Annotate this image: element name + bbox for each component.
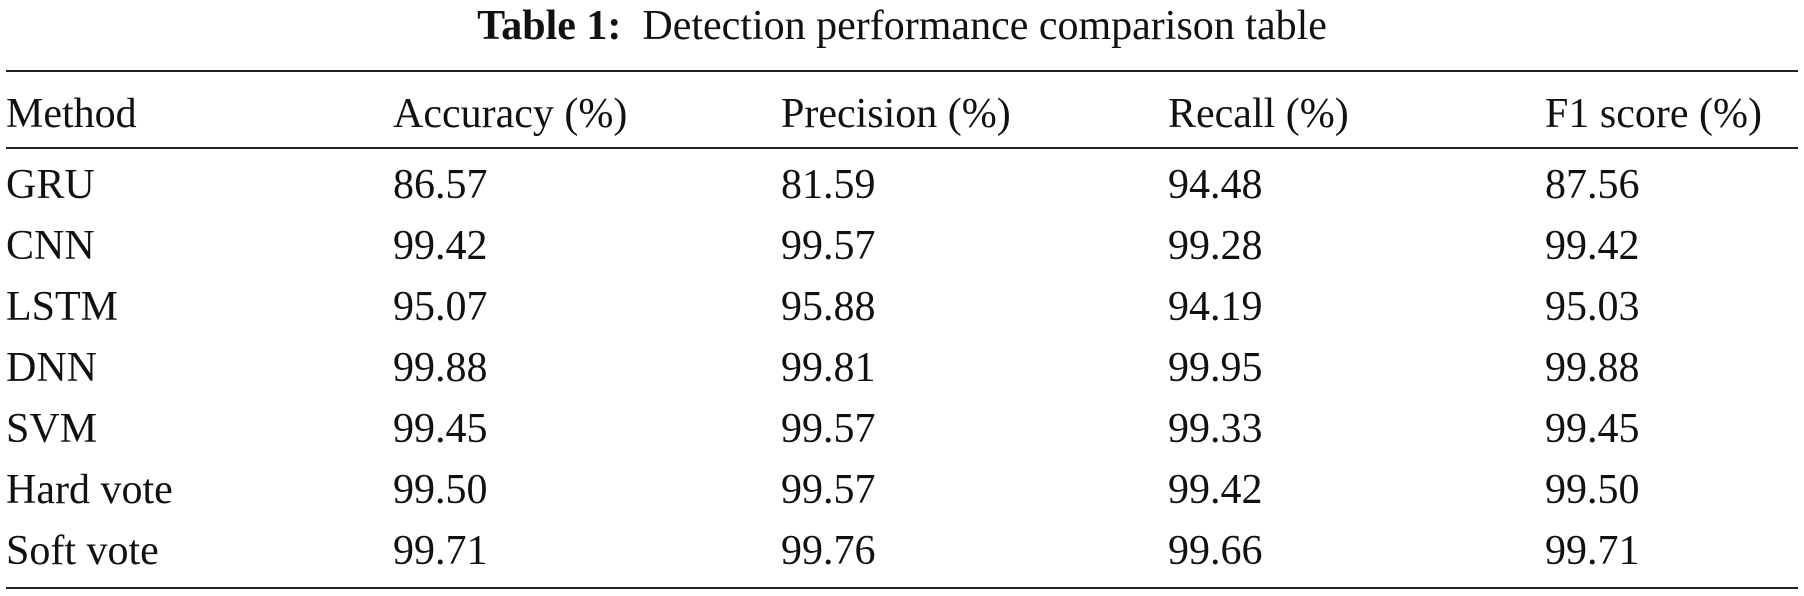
table-bottom-rule <box>6 587 1798 589</box>
table-row: Hard vote 99.50 99.57 99.42 99.50 <box>6 459 1798 520</box>
table-row: LSTM 95.07 95.88 94.19 95.03 <box>6 276 1798 337</box>
table-row: Soft vote 99.71 99.76 99.66 99.71 <box>6 520 1798 581</box>
method-cell: GRU <box>6 161 95 208</box>
table-row: GRU 86.57 81.59 94.48 87.56 <box>6 154 1798 215</box>
table-header: Method Accuracy (%) Precision (%) Recall… <box>6 80 1798 148</box>
precision-cell: 99.81 <box>781 344 876 391</box>
method-cell: SVM <box>6 405 98 452</box>
recall-cell: 99.66 <box>1168 527 1263 574</box>
caption-text: Detection performance comparison table <box>642 3 1327 49</box>
method-cell: LSTM <box>6 283 119 330</box>
f1-score-cell: 99.45 <box>1545 405 1640 452</box>
accuracy-cell: 99.71 <box>393 527 488 574</box>
precision-cell: 99.76 <box>781 527 876 574</box>
precision-cell: 81.59 <box>781 161 876 208</box>
accuracy-cell: 99.45 <box>393 405 488 452</box>
table-caption: Table 1: Detection performance compariso… <box>0 0 1804 52</box>
header-method: Method <box>6 91 137 137</box>
recall-cell: 94.48 <box>1168 161 1263 208</box>
method-cell: DNN <box>6 344 97 391</box>
accuracy-cell: 99.50 <box>393 466 488 513</box>
accuracy-cell: 99.88 <box>393 344 488 391</box>
f1-score-cell: 95.03 <box>1545 283 1640 330</box>
table-body: GRU 86.57 81.59 94.48 87.56 CNN 99.42 99… <box>6 148 1798 581</box>
header-accuracy: Accuracy (%) <box>393 91 628 137</box>
f1-score-cell: 99.88 <box>1545 344 1640 391</box>
recall-cell: 99.28 <box>1168 222 1263 269</box>
accuracy-cell: 86.57 <box>393 161 488 208</box>
results-table: Method Accuracy (%) Precision (%) Recall… <box>6 80 1798 581</box>
f1-score-cell: 99.50 <box>1545 466 1640 513</box>
precision-cell: 99.57 <box>781 466 876 513</box>
recall-cell: 99.95 <box>1168 344 1263 391</box>
table-top-rule <box>6 70 1798 72</box>
header-f1-score: F1 score (%) <box>1545 91 1762 137</box>
header-recall: Recall (%) <box>1168 91 1349 137</box>
recall-cell: 94.19 <box>1168 283 1263 330</box>
header-precision: Precision (%) <box>781 91 1011 137</box>
f1-score-cell: 87.56 <box>1545 161 1640 208</box>
table-row: SVM 99.45 99.57 99.33 99.45 <box>6 398 1798 459</box>
header-row: Method Accuracy (%) Precision (%) Recall… <box>6 80 1798 148</box>
method-cell: Hard vote <box>6 466 173 513</box>
table-row: CNN 99.42 99.57 99.28 99.42 <box>6 215 1798 276</box>
recall-cell: 99.42 <box>1168 466 1263 513</box>
f1-score-cell: 99.71 <box>1545 527 1640 574</box>
accuracy-cell: 95.07 <box>393 283 488 330</box>
accuracy-cell: 99.42 <box>393 222 488 269</box>
precision-cell: 99.57 <box>781 405 876 452</box>
recall-cell: 99.33 <box>1168 405 1263 452</box>
method-cell: Soft vote <box>6 527 159 574</box>
precision-cell: 99.57 <box>781 222 876 269</box>
method-cell: CNN <box>6 222 95 269</box>
f1-score-cell: 99.42 <box>1545 222 1640 269</box>
table-header-rule <box>6 147 1798 149</box>
table-row: DNN 99.88 99.81 99.95 99.88 <box>6 337 1798 398</box>
caption-label: Table 1: <box>477 3 622 49</box>
precision-cell: 95.88 <box>781 283 876 330</box>
